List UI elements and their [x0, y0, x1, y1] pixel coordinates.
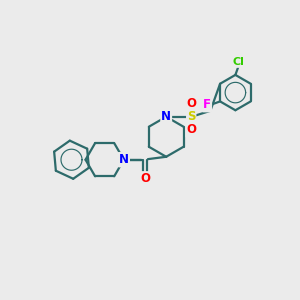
Text: N: N [161, 110, 171, 123]
Text: S: S [187, 110, 196, 123]
Text: F: F [203, 98, 211, 111]
Text: O: O [186, 124, 196, 136]
Text: N: N [119, 153, 129, 166]
Text: O: O [140, 172, 150, 185]
Text: Cl: Cl [233, 57, 245, 67]
Text: N: N [119, 153, 129, 166]
Text: N: N [119, 153, 129, 166]
Text: O: O [186, 97, 196, 110]
